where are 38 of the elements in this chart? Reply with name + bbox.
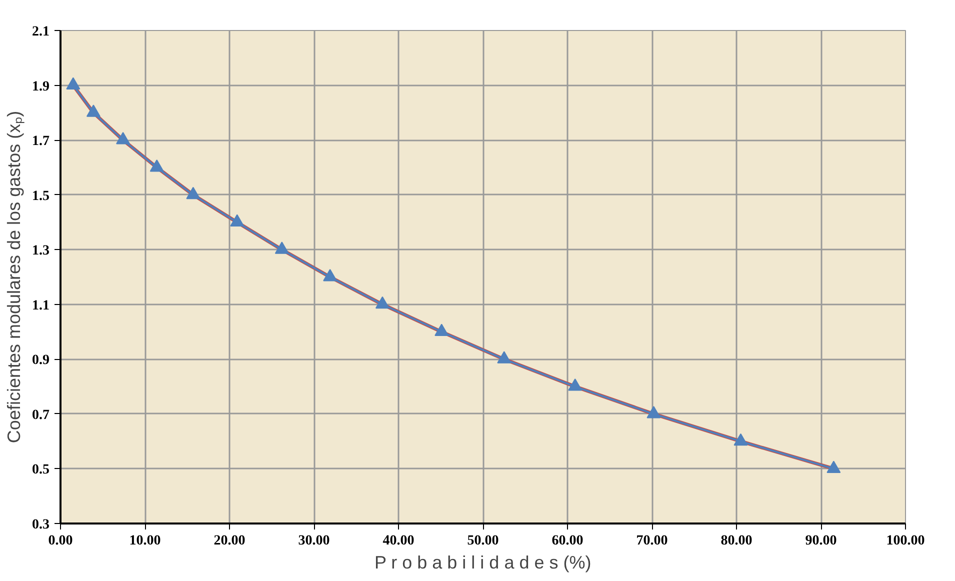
y-tick-label: 0.7: [32, 408, 50, 423]
x-axis-title: P r o b a b i l i d a d e s (%): [374, 552, 592, 572]
point: [375, 296, 390, 309]
x-tick-label: 100.00: [886, 534, 925, 548]
point: [230, 214, 244, 226]
point: [150, 159, 164, 172]
x-tick-label: 30.00: [298, 534, 330, 548]
x-tick-label: 70.00: [636, 534, 668, 548]
x-tick-label: 40.00: [382, 534, 414, 548]
point: [186, 186, 200, 200]
point: [826, 460, 841, 473]
y-axis-title: Coeficientes modulares de los gastos (xₚ): [4, 110, 25, 444]
x-tick-label: 90.00: [805, 534, 837, 548]
point: [434, 324, 449, 336]
y-tick-label: 1.5: [32, 188, 50, 204]
y-tick-label: 0.9: [32, 353, 50, 368]
y-tick-label: 2.1: [32, 24, 50, 40]
point: [116, 132, 130, 144]
y-tick-label: 1.7: [32, 134, 50, 150]
point: [66, 77, 80, 90]
point: [497, 351, 512, 364]
y-tick-label: 0.5: [32, 462, 50, 478]
y-tick-label: 1.3: [32, 244, 50, 259]
x-tick-label: 50.00: [467, 534, 499, 548]
y-tick-label: 1.9: [32, 79, 50, 94]
y-tick-label: 0.3: [32, 518, 50, 532]
point: [646, 406, 661, 418]
y-tick-label: 1.1: [32, 298, 50, 314]
x-tick-label: 0.00: [48, 534, 73, 548]
x-tick-label: 80.00: [720, 534, 752, 548]
point: [734, 433, 748, 446]
x-tick-label: 10.00: [129, 534, 161, 548]
x-tick-label: 60.00: [552, 534, 584, 548]
point: [86, 104, 100, 117]
point: [323, 268, 338, 282]
point: [274, 242, 289, 254]
x-tick-label: 20.00: [214, 534, 246, 548]
point: [568, 378, 582, 391]
